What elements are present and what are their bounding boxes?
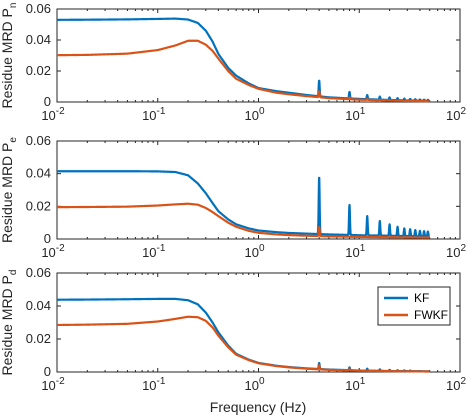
x-tick-label-base: 10: [41, 378, 55, 393]
x-tick-label-exponent: -1: [157, 376, 166, 387]
x-tick-label-base: 10: [244, 245, 258, 260]
y-axis-label-text: Residue MRD P: [0, 8, 15, 108]
y-tick-label: 0: [44, 364, 51, 379]
legend-box: [377, 286, 451, 326]
x-tick-label-exponent: -1: [157, 243, 166, 254]
y-axis-label-subscript: d: [8, 270, 19, 276]
x-tick-label-base: 10: [446, 245, 460, 260]
x-tick-label: 10-1: [142, 376, 166, 393]
x-tick-label: 101: [345, 106, 365, 123]
y-tick-label: 0.02: [26, 63, 51, 78]
series-line-kf: [56, 170, 431, 238]
x-tick-label: 10-1: [142, 106, 166, 123]
x-tick-label-exponent: 0: [259, 376, 265, 387]
y-tick-label: 0.02: [26, 198, 51, 213]
x-tick-label-exponent: 1: [360, 376, 366, 387]
axes-frame: [56, 140, 461, 240]
legend-label-fwkf: FWKF: [414, 308, 448, 322]
y-tick-label: 0: [44, 231, 51, 246]
x-tick-label-exponent: 2: [460, 106, 466, 117]
x-tick-label-base: 10: [142, 378, 156, 393]
x-tick-label-exponent: -2: [56, 376, 65, 387]
y-axis-label-text: Residue MRD P: [0, 275, 15, 375]
x-tick-label: 101: [345, 376, 365, 393]
x-tick-label-exponent: 2: [460, 243, 466, 254]
series-line-fwkf: [56, 315, 431, 373]
y-tick-label: 0.06: [26, 133, 51, 148]
y-axis-label: Residue MRD Pe: [0, 137, 19, 243]
x-tick-label-base: 10: [244, 108, 258, 123]
x-axis-label: Frequency (Hz): [210, 399, 306, 415]
x-tick-label: 102: [446, 376, 466, 393]
x-tick-label-exponent: 0: [259, 106, 265, 117]
series-line-fwkf: [56, 39, 431, 103]
x-tick-label-base: 10: [345, 108, 359, 123]
x-tick-label-exponent: 2: [460, 376, 466, 387]
x-tick-label-base: 10: [142, 108, 156, 123]
y-axis-label-subscript: n: [8, 3, 19, 9]
x-tick-label-base: 10: [41, 108, 55, 123]
x-tick-label-exponent: -1: [157, 106, 166, 117]
y-tick-label: 0.04: [26, 298, 51, 313]
x-tick-label-base: 10: [345, 378, 359, 393]
x-tick-label-base: 10: [142, 245, 156, 260]
y-tick-label: 0.06: [26, 265, 51, 280]
y-tick-label: 0.04: [26, 166, 51, 181]
y-tick-label: 0.06: [26, 1, 51, 16]
y-axis-label-text: Residue MRD P: [0, 143, 15, 243]
x-tick-label-exponent: 0: [259, 243, 265, 254]
x-tick-label: 10-2: [41, 106, 65, 123]
series-line-kf: [56, 297, 431, 373]
x-tick-label-base: 10: [446, 108, 460, 123]
y-tick-label: 0.02: [26, 331, 51, 346]
x-tick-label: 100: [244, 106, 264, 123]
x-tick-label-exponent: 1: [360, 106, 366, 117]
x-tick-label: 10-2: [41, 243, 65, 260]
x-tick-label: 10-2: [41, 376, 65, 393]
x-tick-label-base: 10: [345, 245, 359, 260]
legend: KF FWKF: [377, 286, 451, 326]
y-axis-label: Residue MRD Pd: [0, 270, 19, 376]
legend-label-kf: KF: [414, 291, 429, 305]
y-tick-label: 0: [44, 94, 51, 109]
x-tick-label: 10-1: [142, 243, 166, 260]
x-tick-label-exponent: -2: [56, 106, 65, 117]
y-tick-label: 0.04: [26, 32, 51, 47]
series-line-fwkf: [56, 202, 431, 239]
x-tick-label: 100: [244, 376, 264, 393]
x-tick-label-base: 10: [41, 245, 55, 260]
y-axis-label: Residue MRD Pn: [0, 3, 19, 109]
y-axis-label-subscript: e: [8, 137, 19, 143]
x-tick-label-base: 10: [244, 378, 258, 393]
x-tick-label: 100: [244, 243, 264, 260]
x-tick-label-exponent: 1: [360, 243, 366, 254]
series-line-kf: [56, 17, 431, 103]
x-tick-label: 102: [446, 106, 466, 123]
x-tick-label: 101: [345, 243, 365, 260]
x-tick-label-exponent: -2: [56, 243, 65, 254]
x-tick-label-base: 10: [446, 378, 460, 393]
x-tick-label: 102: [446, 243, 466, 260]
